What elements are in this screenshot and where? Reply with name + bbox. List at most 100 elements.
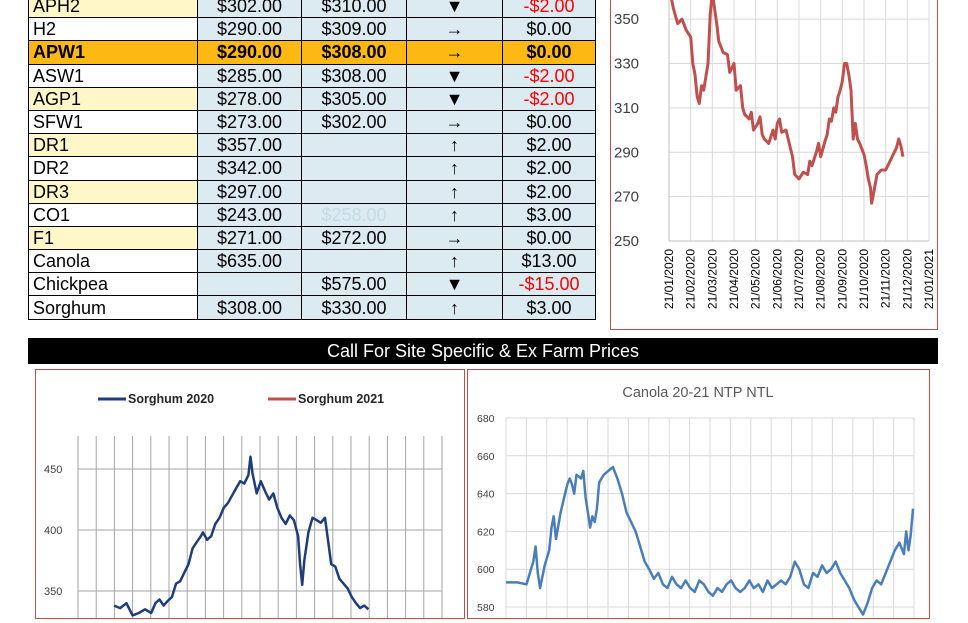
price-history-plot: 21/01/2020 21/02/2020 21/03/2020 21/04/2020…	[614, 0, 936, 309]
trend-arrow: ↑	[406, 295, 503, 320]
x-tick-label: 21/02/2020	[684, 249, 698, 309]
price-col1: $285.00	[197, 63, 302, 88]
price-col2	[301, 156, 407, 181]
price-change: -$15.00	[502, 272, 596, 297]
price-row: DR2 $342.00 ↑ $2.00	[28, 156, 596, 181]
y-tick-label: 620	[477, 526, 495, 538]
y-tick-label: 290	[614, 144, 639, 161]
trend-arrow: ↑	[406, 156, 503, 181]
series-line-canola	[506, 465, 915, 616]
grade-name: Sorghum	[28, 295, 198, 320]
x-tick-label: 21/05/2020	[749, 249, 763, 309]
grade-name: Chickpea	[28, 272, 198, 297]
trend-arrow: →	[406, 109, 503, 135]
price-table: APH2 $302.00 $310.00 ▼ -$2.00 H2 $290.00 $309.0…	[28, 0, 596, 320]
price-col2: $330.00	[301, 295, 407, 320]
grade-name: DR3	[28, 179, 198, 204]
price-row: Chickpea $575.00 ▼ -$15.00	[28, 272, 596, 297]
price-change: $0.00	[502, 17, 596, 42]
x-tick-label: 21/11/2020	[879, 249, 893, 308]
grade-name: DR1	[28, 133, 198, 158]
y-tick-label: 640	[477, 489, 495, 501]
trend-arrow: →	[406, 17, 503, 42]
price-change: $2.00	[502, 156, 596, 181]
price-row: APW1 $290.00 $308.00 → $0.00	[28, 40, 596, 65]
x-tick-label: 21/10/2020	[857, 249, 871, 309]
y-tick-label: 330	[614, 56, 639, 73]
grade-name: F1	[28, 225, 198, 251]
price-row: Canola $635.00 ↑ $13.00	[28, 249, 596, 274]
price-col1: $635.00	[197, 249, 302, 274]
price-change: $2.00	[502, 133, 596, 158]
price-col1: $271.00	[197, 225, 302, 251]
grade-name: H2	[28, 17, 198, 42]
price-row: H2 $290.00 $309.00 → $0.00	[28, 17, 596, 42]
price-col1: $243.00	[197, 202, 302, 227]
trend-arrow: ↑	[406, 133, 503, 158]
price-col1: $357.00	[197, 133, 302, 158]
grade-name: AGP1	[28, 86, 198, 111]
canola-chart: Canola 20-21 NTP NTL 580 600 620 640 660 680	[467, 369, 930, 623]
y-tick-label: 350	[44, 586, 62, 598]
price-change: $3.00	[502, 202, 596, 227]
x-tick-label: 21/06/2020	[770, 249, 784, 309]
x-tick-label: 21/08/2020	[814, 249, 828, 309]
trend-arrow: ▼	[406, 0, 503, 19]
price-col2: $308.00	[301, 63, 407, 88]
grade-name: APH2	[28, 0, 198, 19]
price-col1: $278.00	[197, 86, 302, 111]
price-row: ASW1 $285.00 $308.00 ▼ -$2.00	[28, 63, 596, 88]
y-tick-label: 350	[614, 11, 639, 28]
trend-arrow: ↑	[406, 179, 503, 204]
x-tick-label: 21/01/2020	[662, 249, 676, 309]
price-col2	[301, 179, 407, 204]
y-tick-label: 680	[477, 413, 495, 425]
grade-name: SFW1	[28, 109, 198, 135]
y-tick-label: 250	[614, 233, 639, 250]
price-col1: $342.00	[197, 156, 302, 181]
price-row: AGP1 $278.00 $305.00 ▼ -$2.00	[28, 86, 596, 111]
price-change: $0.00	[502, 109, 596, 135]
x-tick-label: 21/07/2020	[792, 249, 806, 309]
y-tick-label: 580	[477, 602, 495, 614]
trend-arrow: →	[406, 225, 503, 251]
grade-name: APW1	[28, 40, 198, 65]
price-col2	[301, 249, 407, 274]
price-change: -$2.00	[502, 0, 596, 19]
price-row: DR1 $357.00 ↑ $2.00	[28, 133, 596, 158]
price-change: -$2.00	[502, 86, 596, 111]
sorghum-plot: 350 400 450 Sorghum 2020 Sorghum 2021	[44, 392, 443, 618]
y-tick-label: 270	[614, 189, 639, 206]
y-tick-label: 450	[44, 464, 62, 476]
x-tick-label: 21/09/2020	[835, 249, 849, 309]
y-tick-label: 660	[477, 451, 495, 463]
trend-arrow: ↑	[406, 202, 503, 227]
price-row: CO1 $243.00 $258.00 ↑ $3.00	[28, 202, 596, 227]
price-col2: $272.00	[301, 225, 407, 251]
price-col2: $258.00	[301, 202, 407, 227]
trend-arrow: ▼	[406, 86, 503, 111]
trend-arrow: ↑	[406, 249, 503, 274]
series-line-sorghum-2020	[113, 455, 370, 617]
price-col2: $309.00	[301, 17, 407, 42]
price-col1: $273.00	[197, 109, 302, 135]
price-row: Sorghum $308.00 $330.00 ↑ $3.00	[28, 295, 596, 320]
site-specific-banner: Call For Site Specific & Ex Farm Prices	[28, 338, 938, 364]
price-change: $3.00	[502, 295, 596, 320]
price-col1: $302.00	[197, 0, 302, 19]
price-row: SFW1 $273.00 $302.00 → $0.00	[28, 109, 596, 135]
price-col1: $297.00	[197, 179, 302, 204]
price-col1: $290.00	[197, 40, 302, 65]
price-row: F1 $271.00 $272.00 → $0.00	[28, 225, 596, 251]
price-col2: $308.00	[301, 40, 407, 65]
series-line-price	[670, 0, 905, 205]
x-tick-label: 21/03/2020	[705, 249, 719, 309]
price-col1	[197, 272, 302, 297]
trend-arrow: ▼	[406, 63, 503, 88]
legend-label: Sorghum 2021	[298, 392, 384, 406]
price-change: $0.00	[502, 40, 596, 65]
price-col2	[301, 133, 407, 158]
price-col2: $305.00	[301, 86, 407, 111]
grade-name: DR2	[28, 156, 198, 181]
price-col2: $302.00	[301, 109, 407, 135]
